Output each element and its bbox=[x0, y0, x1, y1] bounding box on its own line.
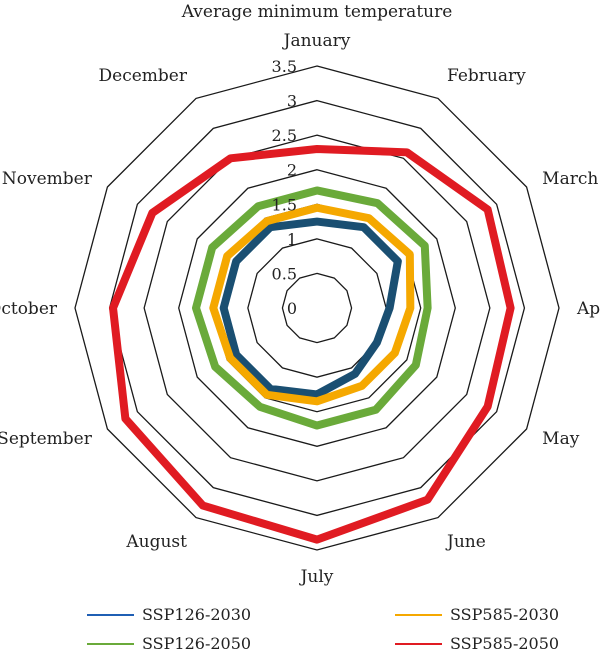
legend-label: SSP126-2030 bbox=[142, 605, 251, 624]
category-label: March bbox=[542, 169, 598, 189]
series-line-ssp585-2030 bbox=[209, 203, 415, 406]
category-label: October bbox=[0, 299, 58, 319]
series-line-ssp126-2030 bbox=[219, 217, 402, 399]
legend-label: SSP126-2050 bbox=[142, 634, 251, 653]
legend-label: SSP585-2050 bbox=[450, 634, 559, 653]
series-layer bbox=[109, 144, 515, 544]
category-label: September bbox=[0, 429, 93, 449]
grid-ring-1 bbox=[247, 238, 387, 378]
category-label: November bbox=[2, 169, 93, 189]
category-label: May bbox=[542, 429, 580, 449]
grid-ring-3 bbox=[108, 99, 526, 517]
series-line-ssp585-2050 bbox=[109, 144, 515, 544]
legend-label: SSP585-2030 bbox=[450, 605, 559, 624]
category-label: December bbox=[99, 66, 188, 86]
category-label: April bbox=[576, 299, 600, 319]
category-label: June bbox=[445, 532, 486, 552]
tick-label: 1 bbox=[287, 230, 297, 249]
grid-ring-3.5 bbox=[74, 65, 560, 551]
category-label: August bbox=[125, 532, 187, 552]
chart-title: Average minimum temperature bbox=[181, 2, 453, 22]
tick-label: 2.5 bbox=[272, 126, 297, 145]
grid-ring-0.5 bbox=[281, 272, 353, 344]
tick-label: 2 bbox=[287, 161, 297, 180]
tick-label: 3 bbox=[287, 92, 297, 111]
tick-label: 0 bbox=[287, 299, 297, 318]
category-label: January bbox=[282, 31, 351, 51]
radial-tick-labels: 0 0.5 1 1.5 2 2.5 3 3.5 bbox=[272, 57, 297, 318]
category-label: July bbox=[299, 567, 334, 587]
category-label: February bbox=[447, 66, 526, 86]
tick-label: 3.5 bbox=[272, 57, 297, 76]
grid-ring-2 bbox=[178, 169, 456, 447]
radar-grid bbox=[74, 65, 560, 551]
legend: SSP126-2030 SSP585-2030 SSP126-2050 SSP585-… bbox=[87, 605, 559, 653]
grid-ring-2.5 bbox=[143, 134, 491, 482]
tick-label: 0.5 bbox=[272, 264, 297, 283]
series-line-ssp126-2050 bbox=[192, 186, 432, 430]
category-labels: January February March April May June July Augu… bbox=[0, 31, 600, 587]
tick-label: 1.5 bbox=[272, 195, 297, 214]
